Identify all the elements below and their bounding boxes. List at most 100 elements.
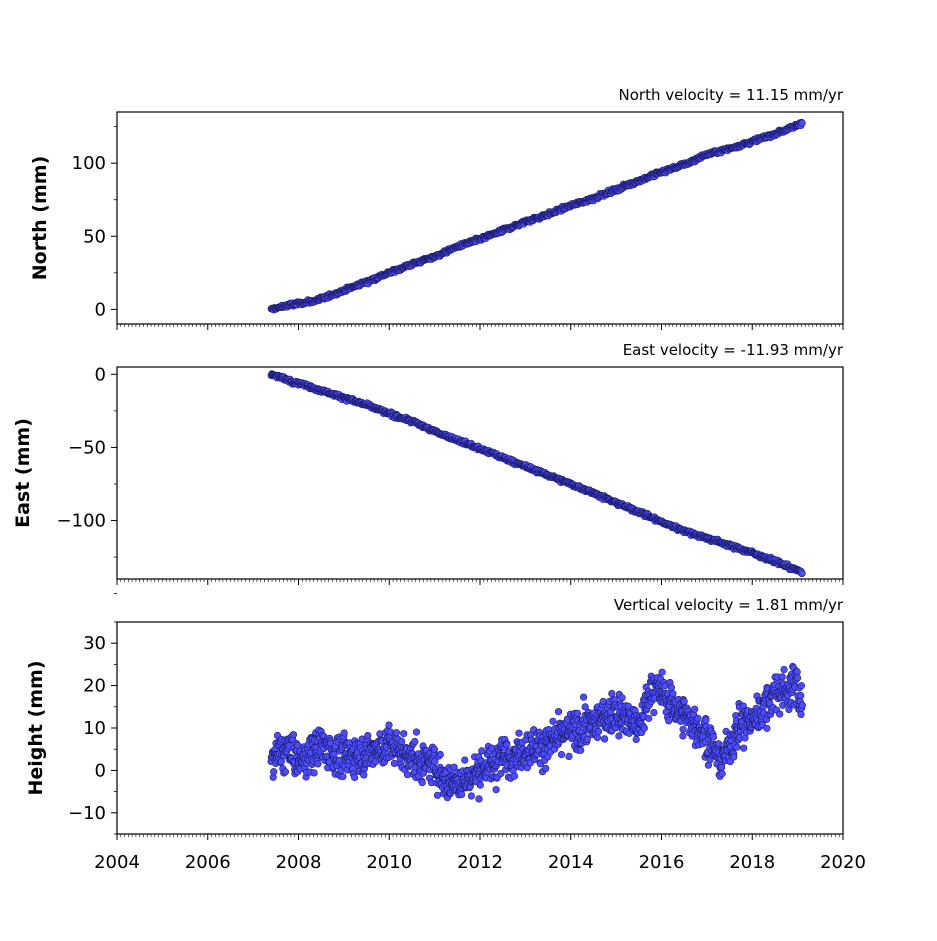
- x-tick-label: 2018: [729, 852, 775, 873]
- data-point: [510, 772, 519, 780]
- data-point: [599, 697, 607, 706]
- data-point: [403, 771, 412, 779]
- data-point: [400, 730, 408, 738]
- data-point: [632, 735, 640, 744]
- y-tick-label: 30: [83, 633, 106, 654]
- data-point: [733, 743, 741, 751]
- data-point: [797, 682, 806, 690]
- data-point: [339, 772, 347, 781]
- data-point: [593, 733, 602, 742]
- data-point: [351, 773, 359, 782]
- data-point: [797, 691, 805, 700]
- data-point: [573, 709, 582, 718]
- data-point: [763, 724, 771, 732]
- data-point: [793, 674, 802, 682]
- data-point: [577, 746, 585, 754]
- data-point: [618, 694, 626, 702]
- data-point: [600, 735, 609, 743]
- y-tick-label: 0: [95, 299, 106, 320]
- data-point: [458, 790, 466, 799]
- data-point: [680, 697, 688, 706]
- data-point: [385, 721, 393, 729]
- data-point: [360, 771, 368, 779]
- data-point: [798, 701, 806, 709]
- data-point: [310, 769, 318, 777]
- data-point: [740, 744, 748, 752]
- data-point: [314, 760, 322, 768]
- x-tick-label: 2012: [457, 852, 503, 873]
- east-panel: East velocity = -11.93 mm/yr East (mm) 0…: [12, 341, 844, 595]
- data-point: [608, 689, 616, 698]
- data-point: [665, 717, 673, 725]
- y-tick-label: 10: [83, 718, 106, 739]
- north-ylabel: North (mm): [29, 156, 51, 281]
- north-velocity-title: North velocity = 11.15 mm/yr: [619, 86, 844, 104]
- data-point: [640, 724, 648, 732]
- data-point: [557, 750, 566, 759]
- data-point: [478, 747, 486, 755]
- x-tick-label: 2006: [185, 852, 231, 873]
- data-points: [267, 118, 806, 314]
- data-point: [679, 732, 687, 740]
- height-ylabel: Height (mm): [25, 660, 47, 795]
- data-point: [294, 741, 302, 749]
- data-point: [430, 745, 439, 753]
- data-point: [679, 725, 687, 733]
- data-point: [433, 791, 442, 799]
- data-point: [476, 781, 484, 789]
- y-tick-label: 50: [83, 226, 106, 247]
- data-point: [340, 729, 348, 737]
- data-point: [579, 693, 588, 701]
- data-point: [798, 569, 806, 577]
- x-tick-label: 2004: [94, 852, 140, 873]
- data-points: [267, 370, 806, 578]
- data-point: [411, 737, 419, 746]
- data-point: [645, 714, 653, 722]
- data-point: [289, 731, 298, 739]
- data-point: [669, 690, 677, 698]
- data-point: [467, 792, 476, 800]
- data-point: [565, 752, 573, 761]
- data-point: [270, 768, 278, 776]
- data-point: [717, 763, 726, 772]
- data-point: [709, 733, 718, 741]
- data-point: [798, 119, 806, 127]
- data-point: [776, 710, 784, 718]
- x-tick-label: 2008: [276, 852, 322, 873]
- y-tick-label: 0: [95, 364, 106, 385]
- data-point: [594, 727, 603, 736]
- x-tick-label: 2016: [639, 852, 685, 873]
- y-tick-label: 100: [72, 153, 106, 174]
- data-point: [778, 673, 786, 681]
- data-point: [658, 668, 666, 676]
- data-point: [780, 665, 788, 674]
- data-point: [418, 778, 426, 787]
- data-point: [436, 750, 444, 759]
- east-ylabel: East (mm): [12, 418, 34, 528]
- data-point: [797, 710, 805, 719]
- y-tick-label: 20: [83, 676, 106, 697]
- x-tick-label: 2010: [366, 852, 412, 873]
- data-point: [718, 770, 726, 778]
- data-point: [412, 728, 421, 736]
- north-panel: North velocity = 11.15 mm/yr North (mm) …: [29, 86, 844, 330]
- data-point: [492, 786, 500, 794]
- x-tick-label: 2020: [820, 852, 866, 873]
- data-point: [691, 705, 699, 713]
- data-point: [392, 729, 401, 737]
- height-panel: Vertical velocity = 1.81 mm/yr Height (m…: [25, 596, 866, 873]
- data-point: [702, 716, 710, 724]
- data-point: [390, 759, 399, 768]
- data-point: [615, 732, 623, 740]
- data-point: [364, 731, 372, 740]
- data-point: [398, 737, 406, 746]
- east-velocity-title: East velocity = -11.93 mm/yr: [623, 341, 844, 359]
- vertical-velocity-title: Vertical velocity = 1.81 mm/yr: [614, 596, 844, 614]
- y-tick-label: 0: [95, 760, 106, 781]
- data-point: [461, 756, 469, 764]
- data-point: [503, 741, 511, 749]
- data-point: [667, 684, 676, 692]
- data-point: [730, 753, 738, 761]
- y-tick-label: −100: [57, 511, 106, 532]
